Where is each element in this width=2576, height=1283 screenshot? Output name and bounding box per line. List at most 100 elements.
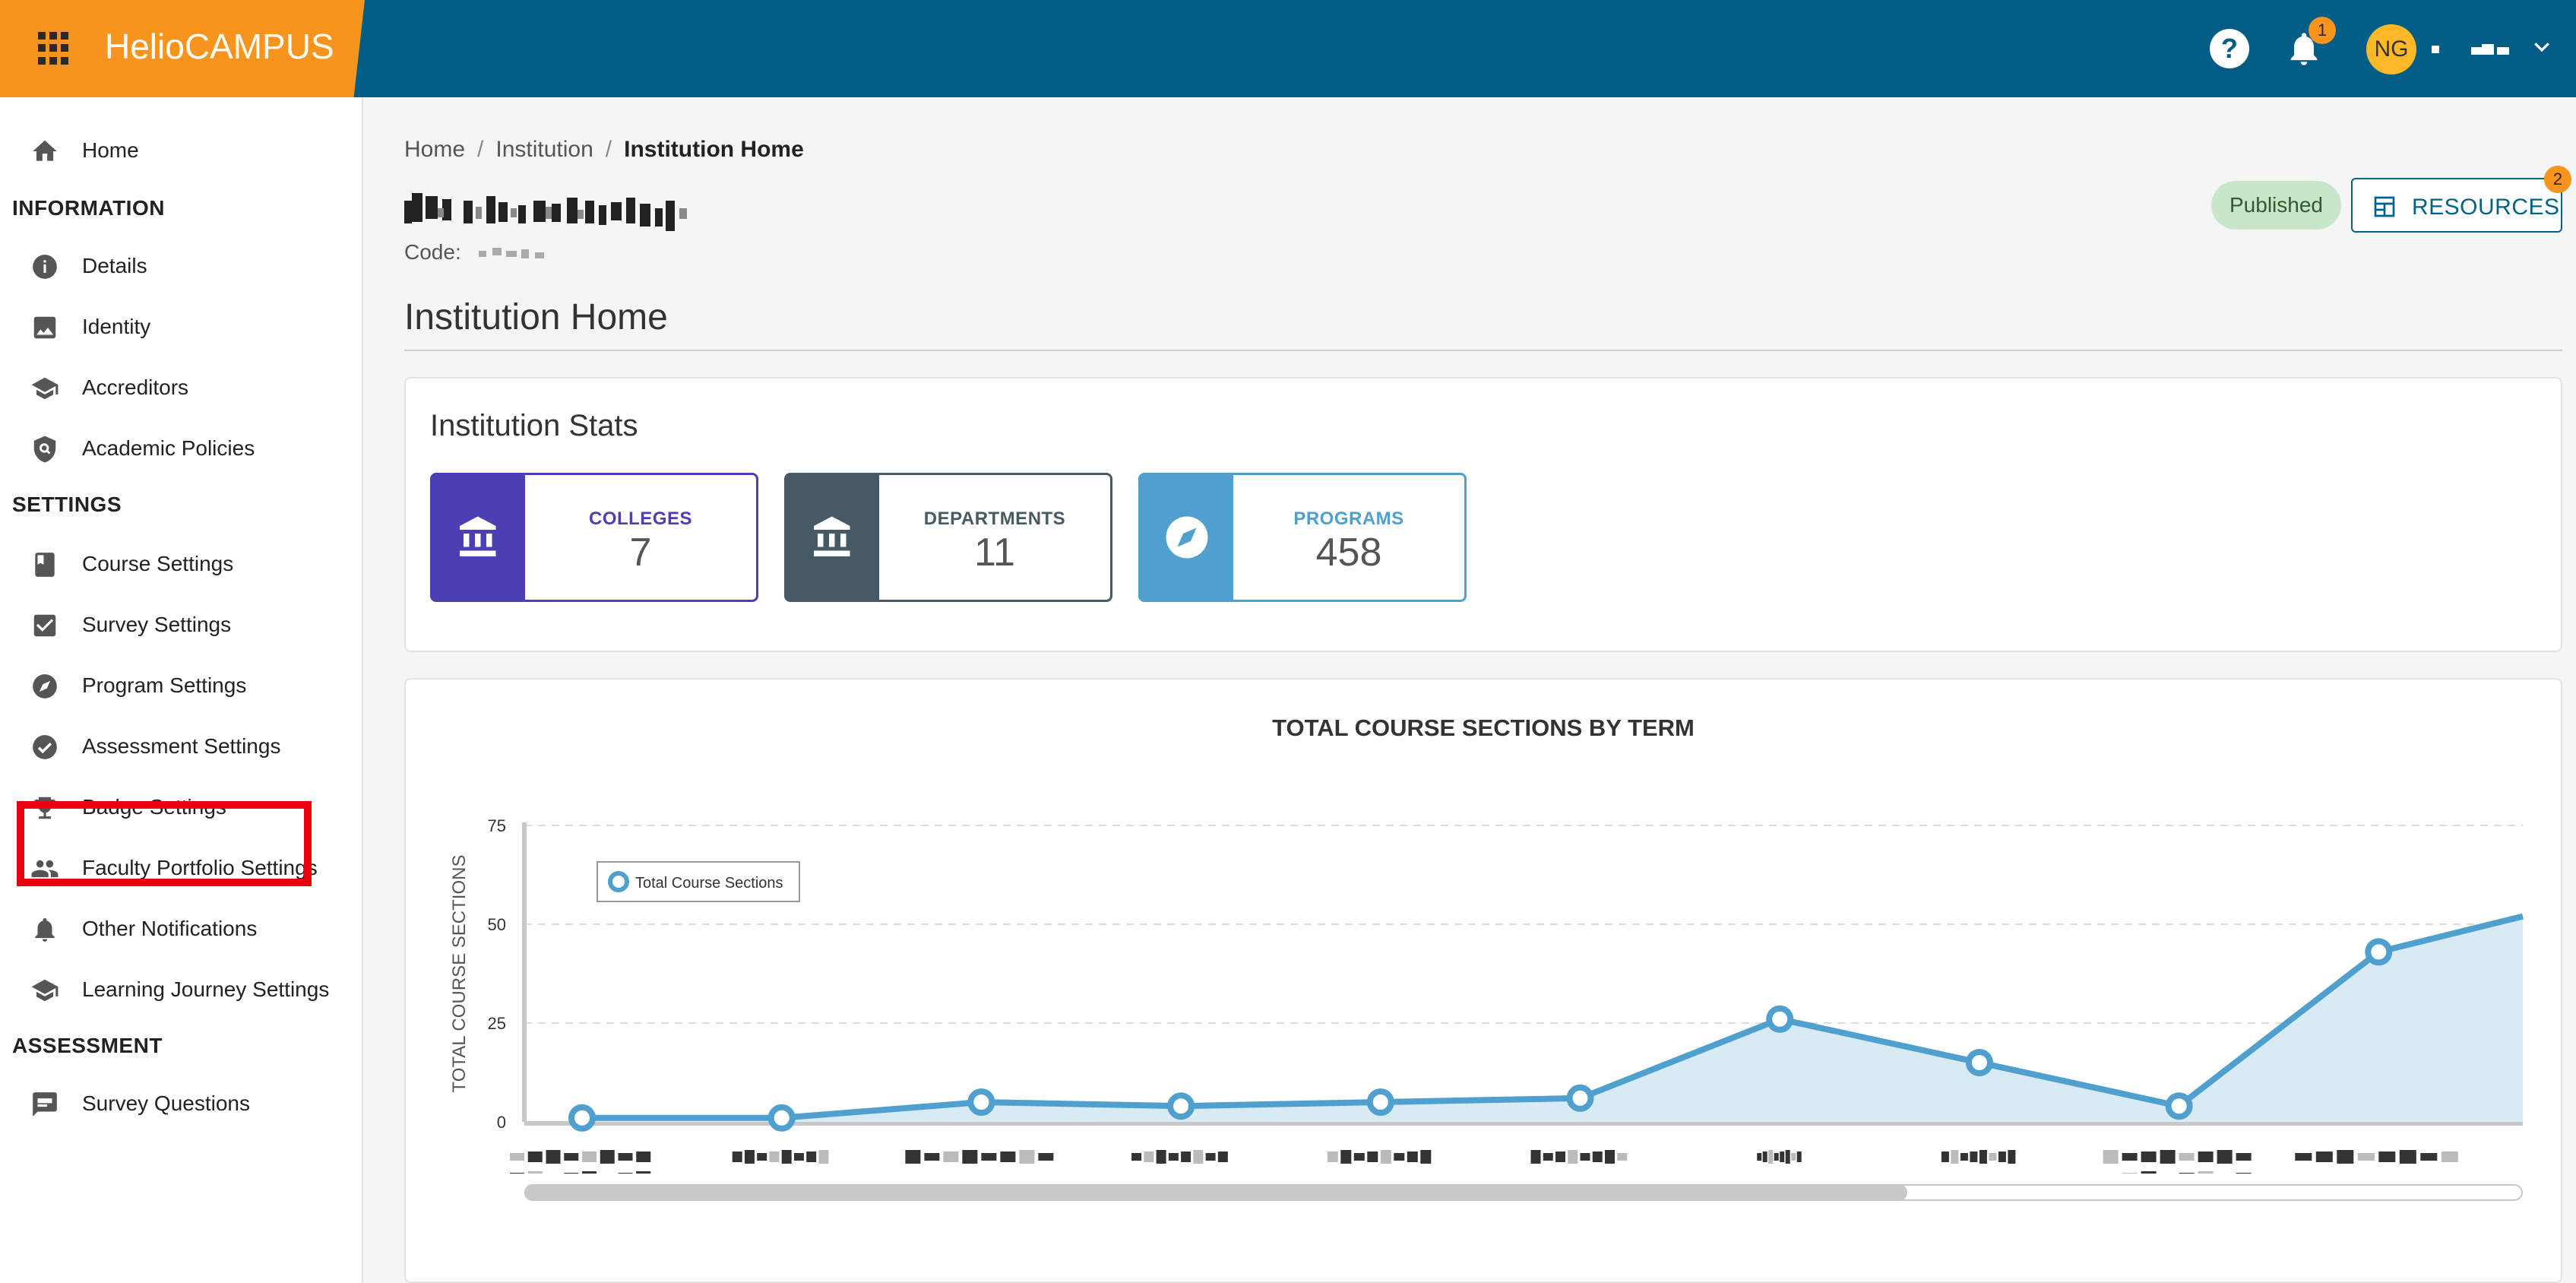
x-tick-label-redacted — [618, 1153, 633, 1161]
sidebar-item-survey-questions[interactable]: Survey Questions — [0, 1076, 362, 1131]
info-icon — [33, 255, 57, 279]
notifications-bell-icon[interactable] — [2284, 29, 2324, 68]
x-tick-label-redacted — [2160, 1150, 2176, 1164]
x-tick-label-redacted — [1555, 1152, 1565, 1162]
sidebar: Home INFORMATION Details Identity Accred… — [0, 97, 363, 1283]
sidebar-item-label: Identity — [82, 315, 151, 338]
user-name-redacted-blur — [2471, 43, 2509, 56]
sidebar-item-label: Survey Questions — [82, 1091, 250, 1115]
resources-count-badge: 2 — [2544, 166, 2571, 193]
x-tick-label-redacted — [1380, 1150, 1391, 1164]
sidebar-item-identity[interactable]: Identity — [0, 299, 362, 354]
x-tick-label-redacted — [2103, 1150, 2119, 1164]
x-tick-label-redacted — [905, 1150, 921, 1164]
resources-button[interactable]: RESOURCES — [2351, 178, 2562, 233]
section-heading-assessment: ASSESSMENT — [12, 1034, 163, 1057]
sidebar-item-course-settings[interactable]: Course Settings — [0, 537, 362, 591]
resources-icon — [2374, 196, 2395, 217]
x-tick-label-redacted — [1367, 1152, 1378, 1162]
x-tick-label-redacted — [732, 1152, 742, 1162]
help-icon[interactable]: ? — [2210, 29, 2249, 68]
breadcrumb-institution-link[interactable]: Institution — [495, 137, 593, 162]
x-tick-label-redacted — [2141, 1171, 2157, 1174]
top-bar: HelioCAMPUS ? 1 NG — [0, 0, 2576, 97]
chart-scrollbar-thumb[interactable] — [524, 1184, 1907, 1201]
apps-grid-icon[interactable] — [38, 32, 71, 65]
course-sections-chart-card: TOTAL COURSE SECTIONS BY TERM 0 25 50 75 TOT… — [404, 678, 2562, 1283]
sidebar-item-other-notifications[interactable]: Other Notifications — [0, 901, 362, 956]
x-tick-label-redacted — [636, 1171, 651, 1174]
x-tick-label-redacted — [1530, 1150, 1541, 1164]
sidebar-item-faculty-portfolio-settings[interactable]: Faculty Portfolio Settings — [0, 841, 362, 895]
x-tick-label-redacted — [1131, 1153, 1142, 1161]
data-point — [767, 1104, 796, 1132]
x-tick-label-redacted — [582, 1152, 597, 1162]
code-value-redacted — [479, 248, 544, 258]
x-tick-label-redacted — [1543, 1153, 1553, 1161]
sidebar-item-label: Academic Policies — [82, 436, 255, 460]
x-tick-label-redacted — [1951, 1150, 1959, 1164]
x-tick-label-redacted — [2441, 1152, 2458, 1162]
compass-icon — [1166, 516, 1208, 559]
brand-panel: HelioCAMPUS — [0, 0, 365, 97]
section-heading-information: INFORMATION — [12, 196, 165, 220]
x-tick-label-redacted — [981, 1153, 997, 1161]
stat-value: 458 — [1315, 531, 1382, 575]
policy-shield-icon — [33, 436, 56, 463]
x-tick-label-redacted — [962, 1150, 978, 1164]
stat-programs[interactable]: PROGRAMS 458 — [1138, 473, 1467, 602]
sidebar-item-label: Other Notifications — [82, 917, 258, 940]
stat-label: PROGRAMS — [1293, 508, 1404, 529]
legend-marker — [608, 871, 629, 892]
x-tick-label-redacted — [1791, 1153, 1796, 1161]
x-tick-label-redacted — [1181, 1152, 1191, 1162]
sidebar-item-home[interactable]: Home — [0, 123, 362, 178]
y-tick-label: 75 — [488, 816, 506, 835]
sidebar-item-program-settings[interactable]: Program Settings — [0, 658, 362, 713]
series-area — [582, 916, 2523, 1122]
x-tick-label-redacted — [806, 1152, 817, 1162]
sidebar-item-label: Details — [82, 254, 147, 277]
data-point — [1167, 1092, 1195, 1120]
x-tick-label-redacted — [636, 1152, 651, 1162]
x-tick-label-redacted — [2295, 1153, 2312, 1161]
sidebar-item-accreditors[interactable]: Accreditors — [0, 360, 362, 415]
graduation-cap-icon — [31, 979, 59, 1002]
sidebar-item-academic-policies[interactable]: Academic Policies — [0, 421, 362, 476]
sidebar-item-label: Accreditors — [82, 375, 189, 399]
stat-colleges[interactable]: COLLEGES 7 — [430, 473, 758, 602]
x-tick-label-redacted — [2315, 1152, 2333, 1162]
sidebar-item-survey-settings[interactable]: Survey Settings — [0, 597, 362, 652]
sidebar-item-assessment-settings[interactable]: Assessment Settings — [0, 719, 362, 774]
data-point — [1566, 1084, 1594, 1112]
sidebar-item-learning-journey-settings[interactable]: Learning Journey Settings — [0, 962, 362, 1017]
x-tick-label-redacted — [600, 1150, 615, 1164]
x-tick-label-redacted — [1757, 1153, 1762, 1161]
x-tick-label-redacted — [1000, 1152, 1016, 1162]
x-tick-label-redacted — [1217, 1152, 1228, 1162]
breadcrumb-home-link[interactable]: Home — [404, 137, 466, 162]
x-tick-label-redacted — [1394, 1153, 1405, 1161]
compass-icon — [33, 674, 57, 699]
x-tick-label-redacted — [1407, 1152, 1418, 1162]
page-title: Institution Home — [404, 297, 668, 337]
stats-card-title: Institution Stats — [430, 409, 638, 442]
people-icon — [31, 860, 59, 878]
x-tick-label-redacted — [2179, 1173, 2195, 1174]
breadcrumb-separator: / — [605, 137, 612, 162]
sidebar-item-details[interactable]: Details — [0, 239, 362, 293]
sidebar-item-label: Faculty Portfolio Settings — [82, 856, 318, 879]
breadcrumb: Home / Institution / Institution Home — [404, 137, 804, 163]
title-divider — [404, 350, 2562, 351]
stat-departments[interactable]: DEPARTMENTS 11 — [784, 473, 1112, 602]
x-tick-label-redacted — [2198, 1171, 2214, 1174]
x-tick-label-redacted — [744, 1150, 755, 1164]
user-avatar[interactable]: NG — [2366, 24, 2416, 74]
x-tick-label-redacted — [2399, 1150, 2416, 1164]
x-tick-label-redacted — [1168, 1153, 1179, 1161]
heliocampus-logo[interactable]: HelioCAMPUS — [105, 27, 334, 66]
book-icon — [35, 553, 55, 577]
notification-count-badge: 1 — [2309, 17, 2336, 44]
chevron-down-icon[interactable] — [2530, 35, 2553, 58]
legend-label: Total Course Sections — [635, 875, 783, 892]
